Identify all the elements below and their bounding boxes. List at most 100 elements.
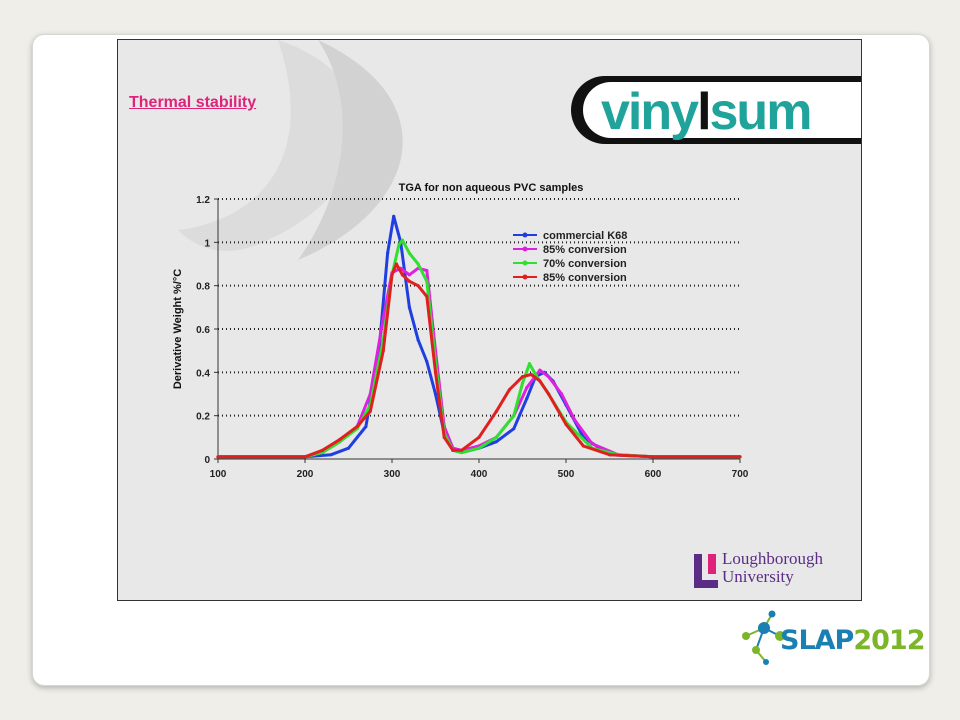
data-point xyxy=(527,362,532,366)
data-point xyxy=(407,251,411,255)
data-point xyxy=(329,453,333,457)
data-point xyxy=(394,262,398,266)
data-point xyxy=(573,418,577,422)
data-point xyxy=(346,446,351,450)
slap2012-logo: SLAP2012 xyxy=(736,606,926,668)
x-tick-label: 700 xyxy=(732,469,749,480)
data-point xyxy=(381,316,385,320)
data-point xyxy=(425,294,429,299)
legend-label: commercial K68 xyxy=(543,230,627,242)
data-point xyxy=(451,448,455,452)
data-point xyxy=(416,338,420,342)
data-point xyxy=(400,273,405,277)
data-point xyxy=(477,435,481,439)
y-tick-label: 0.2 xyxy=(196,412,210,423)
x-tick-label: 500 xyxy=(558,469,575,480)
data-point xyxy=(538,379,542,383)
data-point xyxy=(564,422,568,426)
data-point xyxy=(460,448,464,452)
data-point xyxy=(520,375,525,379)
brand-text-a: viny xyxy=(601,83,699,141)
data-point xyxy=(581,444,585,448)
data-point xyxy=(338,437,342,442)
data-point xyxy=(607,453,612,457)
data-point xyxy=(512,414,516,418)
y-tick-label: 0 xyxy=(204,455,210,466)
y-tick-label: 0.6 xyxy=(196,325,210,336)
data-point xyxy=(368,409,372,413)
x-tick-label: 100 xyxy=(210,469,227,480)
series-line xyxy=(218,238,740,459)
data-point xyxy=(538,368,542,372)
data-point xyxy=(364,424,368,429)
y-tick-label: 0.4 xyxy=(196,368,210,379)
data-point xyxy=(433,370,438,374)
slap-logo-s: S xyxy=(780,625,799,656)
data-point xyxy=(529,372,533,377)
y-axis-label: Derivative Weight %/°C xyxy=(172,269,184,389)
data-point xyxy=(494,435,498,439)
data-point xyxy=(525,385,529,390)
slap-logo-lap: LAP xyxy=(798,625,854,656)
slide-title: Thermal stability xyxy=(129,94,257,111)
data-point xyxy=(320,448,324,452)
legend-marker xyxy=(522,260,528,266)
loughborough-logo: Loughborough University xyxy=(694,550,854,594)
y-tick-label: 1.2 xyxy=(196,195,210,206)
data-point xyxy=(407,273,411,277)
data-point xyxy=(390,273,394,277)
university-crest-icon xyxy=(694,554,718,588)
legend-marker xyxy=(522,274,528,280)
university-name-line1: Loughborough xyxy=(722,549,824,568)
data-point xyxy=(407,279,411,283)
data-point xyxy=(494,409,498,413)
x-tick-label: 600 xyxy=(645,469,662,480)
data-point xyxy=(303,455,307,459)
data-point xyxy=(525,396,529,400)
y-tick-label: 1 xyxy=(204,238,210,249)
data-point xyxy=(400,238,405,242)
data-point xyxy=(407,305,411,309)
data-point xyxy=(547,392,551,396)
data-point xyxy=(425,359,429,364)
university-name-line2: University xyxy=(722,567,794,586)
series-line xyxy=(218,262,740,459)
y-tick-label: 0.8 xyxy=(196,282,210,293)
data-point xyxy=(392,214,396,218)
series-line xyxy=(218,214,740,459)
legend-marker xyxy=(522,246,528,252)
data-point xyxy=(560,392,564,396)
data-point xyxy=(425,279,429,283)
data-point xyxy=(547,375,551,379)
slap-logo-year: 2012 xyxy=(853,625,925,656)
data-point xyxy=(738,455,742,459)
chart-title: TGA for non aqueous PVC samples xyxy=(399,182,584,194)
data-point xyxy=(590,442,594,446)
molecule-icon xyxy=(742,610,785,665)
x-tick-label: 400 xyxy=(471,469,488,480)
brand-text-b: l xyxy=(697,83,712,141)
legend-marker xyxy=(522,232,528,238)
x-tick-label: 200 xyxy=(297,469,314,480)
data-point xyxy=(416,284,420,288)
vinylsum-logo: vinylsum xyxy=(571,76,861,144)
data-point xyxy=(425,268,429,273)
data-point xyxy=(355,424,359,429)
brand-text-c: sum xyxy=(709,83,813,141)
data-point xyxy=(520,381,525,385)
data-point xyxy=(433,392,438,396)
data-point xyxy=(507,388,512,392)
data-point xyxy=(442,435,446,439)
data-point xyxy=(381,349,385,353)
legend-label: 85% conversion xyxy=(543,272,627,284)
data-point xyxy=(512,427,516,431)
legend-label: 70% conversion xyxy=(543,258,627,270)
legend-label: 85% conversion xyxy=(543,244,627,256)
data-point xyxy=(477,446,481,450)
tga-chart: 0 0.2 0.4 0.6 0.8 1 1.2 100 200 300 400 500 600 700 TG… xyxy=(172,182,749,480)
data-point xyxy=(494,440,498,444)
x-tick-label: 300 xyxy=(384,469,401,480)
data-point xyxy=(386,251,390,255)
data-point xyxy=(416,262,420,266)
data-point xyxy=(397,242,401,247)
